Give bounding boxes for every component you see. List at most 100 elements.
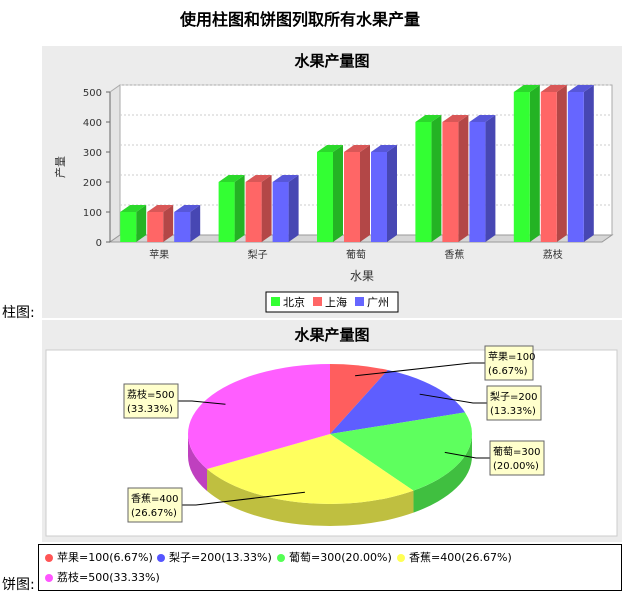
pie-legend-swatch: [157, 554, 165, 562]
pie-label-value: 荔枝=500: [127, 388, 174, 401]
bar-side: [529, 85, 540, 242]
pie-slice: [207, 434, 414, 504]
bar-top: [513, 85, 540, 92]
pie-chart-panel: 水果产量图 苹果=100 (6.67%) 梨子=200 (13.33%) 葡萄=300 (2…: [42, 320, 622, 542]
bar-front: [513, 92, 530, 242]
bar: [567, 85, 594, 242]
bar-top: [174, 205, 201, 212]
bar-front: [174, 212, 191, 242]
x-axis-label: 水果: [350, 269, 374, 283]
pie-legend-label: 苹果=100(6.67%): [57, 551, 153, 564]
pie-label-percent: (26.67%): [131, 508, 177, 519]
x-tick-label: 荔枝: [543, 248, 563, 261]
pie-slice: [188, 364, 330, 469]
pie-legend: 苹果=100(6.67%) 梨子=200(13.33%) 葡萄=300(20.00%…: [38, 544, 622, 591]
bar-top: [120, 205, 147, 212]
pie-label-percent: (33.33%): [127, 404, 173, 415]
bar-side: [163, 205, 174, 242]
legend-label: 上海: [325, 295, 347, 309]
bar-side: [556, 85, 567, 242]
bar-front: [147, 212, 164, 242]
y-tick-label: 400: [83, 118, 102, 129]
pie-slice-side: [413, 434, 472, 513]
bar-top: [245, 175, 272, 182]
legend-label: 北京: [283, 295, 305, 309]
pie-label-box: [127, 487, 183, 523]
legend-item: 北京: [271, 295, 305, 309]
pie-label: 苹果=100 (6.67%): [355, 345, 535, 381]
pie-label: 香蕉=400 (26.67%): [127, 487, 305, 523]
bar-side: [136, 205, 147, 242]
bar: [442, 115, 469, 242]
bar-front: [272, 182, 289, 242]
plot-left-wall: [109, 84, 121, 243]
bar-top: [317, 145, 343, 152]
x-tick-label: 苹果: [149, 248, 169, 261]
bar-front: [442, 122, 459, 242]
y-axis-label: 产量: [53, 156, 67, 178]
bar-top: [272, 175, 299, 182]
bar-top: [567, 85, 594, 92]
bar-side: [333, 145, 343, 242]
bar-side: [288, 175, 299, 242]
pie-legend-item: 梨子=200(13.33%): [157, 549, 272, 565]
pie-label-box: [484, 345, 534, 381]
pie-leader-line: [178, 400, 226, 405]
pie-legend-label: 荔枝=500(33.33%): [57, 571, 160, 584]
bar-side: [458, 115, 469, 242]
pie-label-box: [123, 383, 179, 419]
page-title: 使用柱图和饼图列取所有水果产量: [179, 10, 420, 29]
pie-slice: [330, 412, 472, 491]
bar-top: [218, 175, 245, 182]
pie-legend-label: 香蕉=400(26.67%): [409, 551, 512, 564]
x-tick-label: 葡萄: [346, 248, 366, 261]
pie-legend-item: 葡萄=300(20.00%): [277, 549, 392, 565]
bar-front: [120, 212, 137, 242]
bar-side: [360, 145, 370, 242]
pie-legend-swatch: [45, 574, 53, 582]
bar-side: [485, 115, 496, 242]
pie-leader-line: [444, 451, 490, 459]
pie-label-value: 梨子=200: [490, 390, 537, 403]
bar-front: [245, 182, 262, 242]
bar: [218, 175, 245, 242]
bar-front: [567, 92, 584, 242]
legend-swatch: [355, 297, 364, 306]
y-tick-label: 200: [83, 178, 102, 189]
pie-leader-line: [182, 491, 305, 506]
bar: [513, 85, 540, 242]
bar-front: [469, 122, 486, 242]
pie-label-percent: (13.33%): [490, 406, 536, 417]
pie-label-percent: (6.67%): [488, 366, 528, 377]
pie-slice-side: [188, 434, 208, 491]
pie-legend-swatch: [45, 554, 53, 562]
pie-label: 荔枝=500 (33.33%): [123, 383, 226, 419]
pie-label-box: [486, 385, 542, 421]
bar-front: [540, 92, 557, 242]
bar: [120, 205, 147, 242]
y-tick-label: 500: [83, 88, 102, 99]
bar-top: [147, 205, 174, 212]
bar-top: [415, 115, 442, 122]
bar: [371, 145, 397, 242]
bar-top: [442, 115, 469, 122]
bar-side: [431, 115, 442, 242]
x-tick-label: 香蕉: [444, 249, 464, 261]
pie-legend-item: 香蕉=400(26.67%): [397, 549, 512, 565]
bar-front: [317, 152, 333, 242]
pie-label-percent: (20.00%): [493, 461, 539, 472]
pie-legend-swatch: [397, 554, 405, 562]
bar: [415, 115, 442, 242]
bar-side: [387, 145, 397, 242]
bar-chart-label: 柱图:: [2, 305, 35, 321]
bar: [540, 85, 567, 242]
y-tick-label: 0: [96, 238, 102, 249]
bar: [174, 205, 201, 242]
bar-side: [261, 175, 272, 242]
pie-legend-label: 梨子=200(13.33%): [169, 551, 272, 564]
bar-chart-panel: 水果产量图 0 100 200 300 400 500 产量 苹果 梨子 葡萄 香蕉 荔枝 水果 北京 上海 广…: [42, 46, 622, 318]
legend-item: 上海: [313, 295, 347, 309]
bar-legend: 北京 上海 广州: [265, 291, 399, 313]
